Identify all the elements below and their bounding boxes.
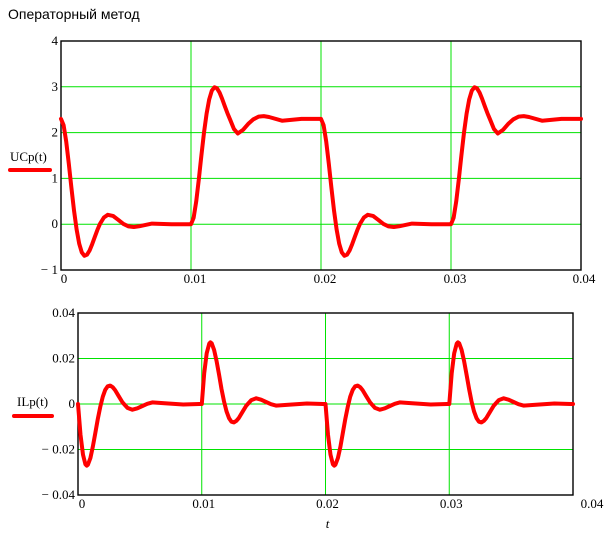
x-tick-label: 0 <box>61 271 68 286</box>
y-tick-label: − 0.04 <box>42 487 76 502</box>
page-title: Операторный метод <box>8 6 140 22</box>
x-tick-label: 0.04 <box>573 271 596 286</box>
ucp-legend-line-sample <box>8 168 52 172</box>
x-tick-label: 0.01 <box>192 496 215 511</box>
x-tick-label: 0.03 <box>444 271 467 286</box>
x-tick-label: 0.03 <box>440 496 463 511</box>
y-tick-label: 0.04 <box>52 305 75 320</box>
chart-ilp: 0 0.01 0.02 0.03 0.04 0.04 0.02 0 − 0.02 − 0.04 t <box>42 305 604 531</box>
plot-frame <box>60 40 582 271</box>
x-axis-title: t <box>326 516 330 531</box>
ucp-legend: UCp(t) <box>8 149 52 172</box>
x-tick-label: 0.01 <box>184 271 207 286</box>
y-tick-label: 3 <box>52 79 59 94</box>
x-tick-label: 0.04 <box>581 496 604 511</box>
x-tick-label: 0 <box>79 496 86 511</box>
y-tick-label: 4 <box>52 33 59 48</box>
y-tick-label: 1 <box>52 170 59 185</box>
curve-ilp <box>76 340 575 468</box>
x-tick-label: 0.02 <box>314 271 337 286</box>
y-tick-label: 2 <box>52 125 59 140</box>
y-tick-label: − 1 <box>41 262 58 277</box>
y-tick-label: − 0.02 <box>42 442 75 457</box>
ilp-legend-line-sample <box>12 414 54 418</box>
y-tick-label: 0 <box>69 396 76 411</box>
ilp-legend-label: ILp(t) <box>17 394 49 409</box>
ucp-legend-label: UCp(t) <box>10 149 47 164</box>
y-tick-label: 0 <box>52 216 59 231</box>
curve-ucp <box>59 85 583 258</box>
x-tick-label: 0.02 <box>316 496 339 511</box>
ilp-legend: ILp(t) <box>12 394 54 418</box>
y-tick-label: 0.02 <box>52 351 75 366</box>
